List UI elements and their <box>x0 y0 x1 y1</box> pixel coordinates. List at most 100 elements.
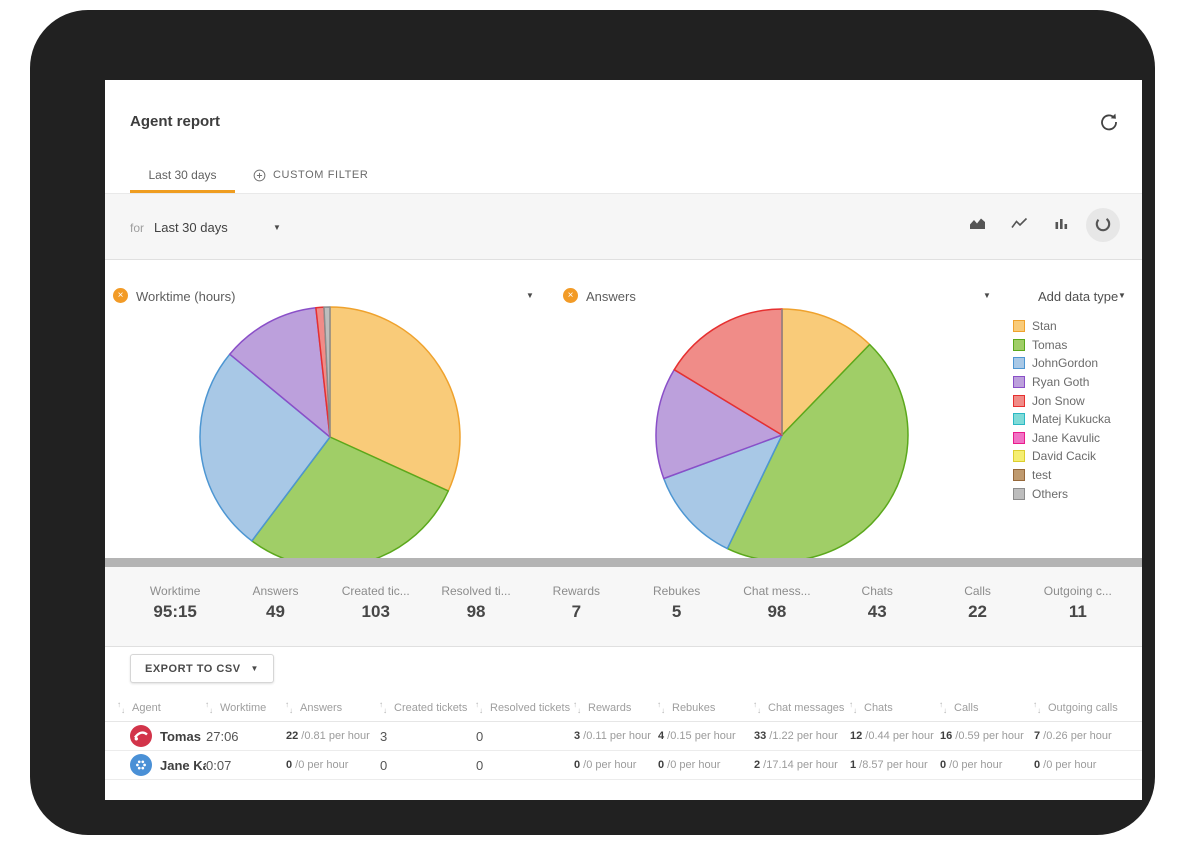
metric-value: 2 <box>754 759 761 771</box>
date-range-select[interactable]: Last 30 days <box>154 220 228 235</box>
pie-chart-icon <box>1094 215 1112 236</box>
legend-item[interactable]: JohnGordon <box>1013 354 1111 373</box>
pie-slice-Ryan Goth[interactable] <box>655 368 783 480</box>
horizontal-scrollbar[interactable] <box>105 558 1142 567</box>
column-header-rebukes[interactable]: Rebukes <box>658 694 754 721</box>
metric-rate: 0 per hour <box>298 759 349 771</box>
agent-cell: Tomas <box>118 725 206 747</box>
pie-slice-Stan[interactable] <box>781 308 871 436</box>
legend-swatch-icon <box>1013 487 1025 500</box>
metric-cell: 7 / 0.26 per hour <box>1034 730 1142 742</box>
legend-label: Tomas <box>1032 337 1068 352</box>
legend-item[interactable]: Jon Snow <box>1013 391 1111 410</box>
column-header-outgoing-calls[interactable]: Outgoing calls <box>1034 694 1142 721</box>
view-mode-line-button[interactable] <box>1002 208 1036 242</box>
metric-value: 1 <box>850 759 857 771</box>
view-mode-pie-button[interactable] <box>1086 208 1120 242</box>
legend-item[interactable]: Others <box>1013 484 1111 503</box>
metric-value: 0 <box>658 759 665 771</box>
column-header-label: Worktime <box>220 701 267 714</box>
sort-icon <box>380 700 389 715</box>
metric-separator: / <box>952 730 959 742</box>
legend-item[interactable]: David Cacik <box>1013 447 1111 466</box>
worktime-pie-chart[interactable] <box>197 304 463 558</box>
legend-item[interactable]: Tomas <box>1013 336 1111 355</box>
summary-stat: Chats 43 <box>827 567 927 646</box>
filter-prefix: for <box>130 221 145 235</box>
answers-pie-chart[interactable] <box>653 306 911 558</box>
legend-item[interactable]: Ryan Goth <box>1013 373 1111 392</box>
pie-slice-Stan[interactable] <box>329 306 461 492</box>
sort-icon <box>658 700 667 715</box>
view-mode-bar-button[interactable] <box>1044 208 1078 242</box>
worktime-cell: 0:07 <box>206 757 232 773</box>
pie-slice-Ryan Goth[interactable] <box>229 307 331 438</box>
column-header-worktime[interactable]: Worktime <box>206 694 286 721</box>
legend-swatch-icon <box>1013 413 1025 426</box>
summary-stat: Outgoing c... 11 <box>1028 567 1128 646</box>
legend-swatch-icon <box>1013 431 1025 444</box>
chevron-down-icon[interactable]: ▼ <box>1118 291 1126 300</box>
column-header-rewards[interactable]: Rewards <box>574 694 658 721</box>
summary-stat-value: 7 <box>571 602 582 621</box>
metric-rate: 17.14 per hour <box>766 759 838 771</box>
tab-custom-filter[interactable]: CUSTOM FILTER <box>253 160 368 190</box>
sort-icon <box>850 700 859 715</box>
legend-label: Others <box>1032 486 1069 501</box>
summary-stat-label: Answers <box>252 584 299 598</box>
table-row[interactable]: Tomas 27:06 22 / 0.81 per hour 3 0 3 / 0.11 p… <box>105 722 1142 751</box>
summary-stat: Answers 49 <box>225 567 325 646</box>
metric-value: 0 <box>940 759 947 771</box>
metric-cell: 16 / 0.59 per hour <box>940 730 1034 742</box>
summary-stat-value: 103 <box>361 602 390 621</box>
column-header-chat-messages[interactable]: Chat messages <box>754 694 850 721</box>
chevron-down-icon[interactable]: ▼ <box>526 291 534 300</box>
summary-stat: Rewards 7 <box>526 567 626 646</box>
column-header-answers[interactable]: Answers <box>286 694 380 721</box>
legend-swatch-icon <box>1013 357 1025 370</box>
remove-worktime-chart-button[interactable]: × <box>113 288 128 303</box>
summary-stat-label: Rewards <box>552 584 601 598</box>
tab-last-30-days[interactable]: Last 30 days <box>130 160 235 193</box>
column-header-label: Chat messages <box>768 701 845 714</box>
pie-slice-Tomas[interactable] <box>726 343 909 558</box>
metric-cell: 12 / 0.44 per hour <box>850 730 940 742</box>
column-header-created-tickets[interactable]: Created tickets <box>380 694 476 721</box>
summary-stat-value: 43 <box>867 602 887 621</box>
legend-item[interactable]: Stan <box>1013 317 1111 336</box>
column-header-calls[interactable]: Calls <box>940 694 1034 721</box>
legend-item[interactable]: Jane Kavulic <box>1013 429 1111 448</box>
summary-stat: Chat mess... 98 <box>727 567 827 646</box>
export-to-csv-button[interactable]: EXPORT TO CSV ▼ <box>130 654 274 683</box>
title-bar: Agent report <box>105 80 1142 160</box>
summary-stat-label: Resolved ti... <box>441 584 511 598</box>
summary-stat-value: 98 <box>466 602 486 621</box>
pie-slice-JohnGordon[interactable] <box>199 353 331 542</box>
legend-item[interactable]: Matej Kukucka <box>1013 410 1111 429</box>
metric-value: 33 <box>754 730 767 742</box>
pie-slice-Others[interactable] <box>323 306 331 438</box>
pie-slice-JohnGordon[interactable] <box>663 434 783 550</box>
add-data-type-button[interactable]: Add data type <box>1038 289 1119 304</box>
chevron-down-icon[interactable]: ▼ <box>983 291 991 300</box>
legend-item[interactable]: test <box>1013 466 1111 485</box>
refresh-button[interactable] <box>1098 112 1120 134</box>
column-header-chats[interactable]: Chats <box>850 694 940 721</box>
device-frame: Agent report Last 30 days <box>30 10 1155 835</box>
metric-cell: 0 / 0 per hour <box>658 759 754 771</box>
column-header-resolved-tickets[interactable]: Resolved tickets <box>476 694 574 721</box>
column-header-agent[interactable]: Agent <box>118 694 206 721</box>
summary-stat: Resolved ti... 98 <box>426 567 526 646</box>
pie-slice-Jon Snow[interactable] <box>673 308 783 436</box>
metric-cell: 33 / 1.22 per hour <box>754 730 850 742</box>
summary-stat: Worktime 95:15 <box>125 567 225 646</box>
chevron-down-icon[interactable]: ▼ <box>273 223 281 232</box>
remove-answers-chart-button[interactable]: × <box>563 288 578 303</box>
view-mode-area-button[interactable] <box>960 208 994 242</box>
pie-slice-Tomas[interactable] <box>251 436 450 558</box>
legend-label: Jon Snow <box>1032 393 1085 408</box>
column-header-label: Outgoing calls <box>1048 701 1118 714</box>
metric-value: 0 <box>574 759 581 771</box>
